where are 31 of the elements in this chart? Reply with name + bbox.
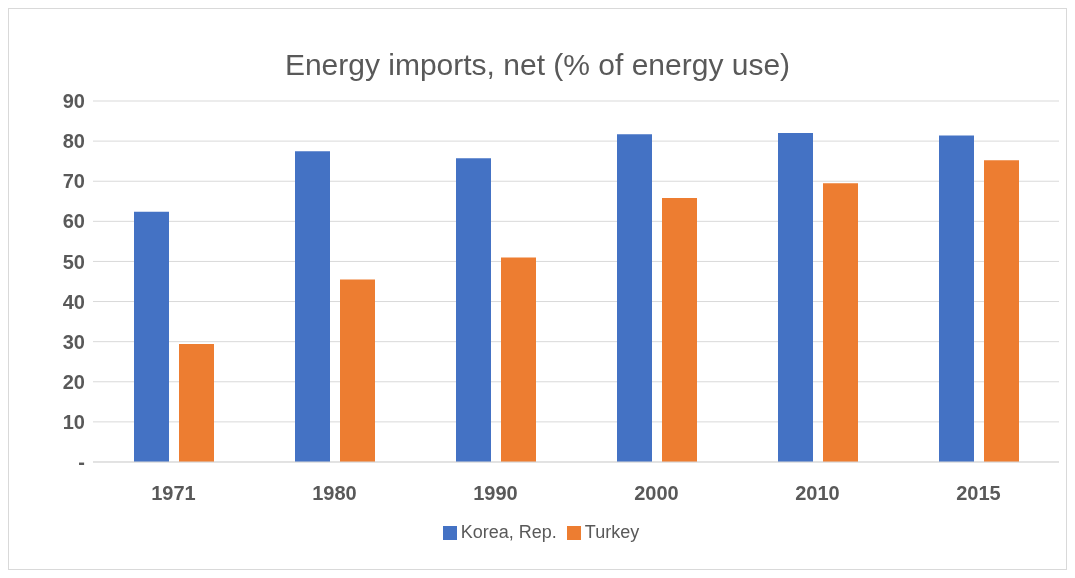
bar bbox=[501, 257, 536, 462]
x-tick-label: 2010 bbox=[795, 482, 840, 505]
bar bbox=[179, 344, 214, 462]
y-tick-label: 50 bbox=[62, 250, 85, 273]
x-tick-label: 2000 bbox=[634, 482, 679, 505]
y-tick-label: 10 bbox=[62, 410, 85, 433]
bar bbox=[939, 135, 974, 462]
y-tick-label: 70 bbox=[62, 170, 85, 193]
x-tick-label: 1980 bbox=[312, 482, 357, 505]
bar bbox=[662, 198, 697, 462]
y-tick-label: 80 bbox=[62, 130, 85, 153]
legend-label: Turkey bbox=[584, 522, 640, 542]
bar bbox=[984, 160, 1019, 462]
bar bbox=[134, 211, 169, 462]
y-tick-label: 30 bbox=[62, 330, 85, 353]
chart-title: Energy imports, net (% of energy use) bbox=[283, 47, 792, 83]
x-tick-label: 1990 bbox=[473, 482, 518, 505]
y-tick-label: - bbox=[78, 451, 85, 474]
x-tick-label: 1971 bbox=[151, 482, 196, 505]
bar bbox=[617, 134, 652, 462]
bar bbox=[823, 183, 858, 462]
bar bbox=[778, 133, 813, 462]
bar bbox=[456, 158, 491, 462]
y-tick-label: 20 bbox=[62, 370, 85, 393]
y-tick-label: 90 bbox=[62, 90, 85, 113]
bar bbox=[340, 279, 375, 462]
legend-label: Korea, Rep. bbox=[460, 522, 557, 542]
bar bbox=[295, 151, 330, 462]
y-tick-label: 40 bbox=[62, 290, 85, 313]
y-tick-label: 60 bbox=[62, 210, 85, 233]
x-tick-label: 2015 bbox=[956, 482, 1001, 505]
